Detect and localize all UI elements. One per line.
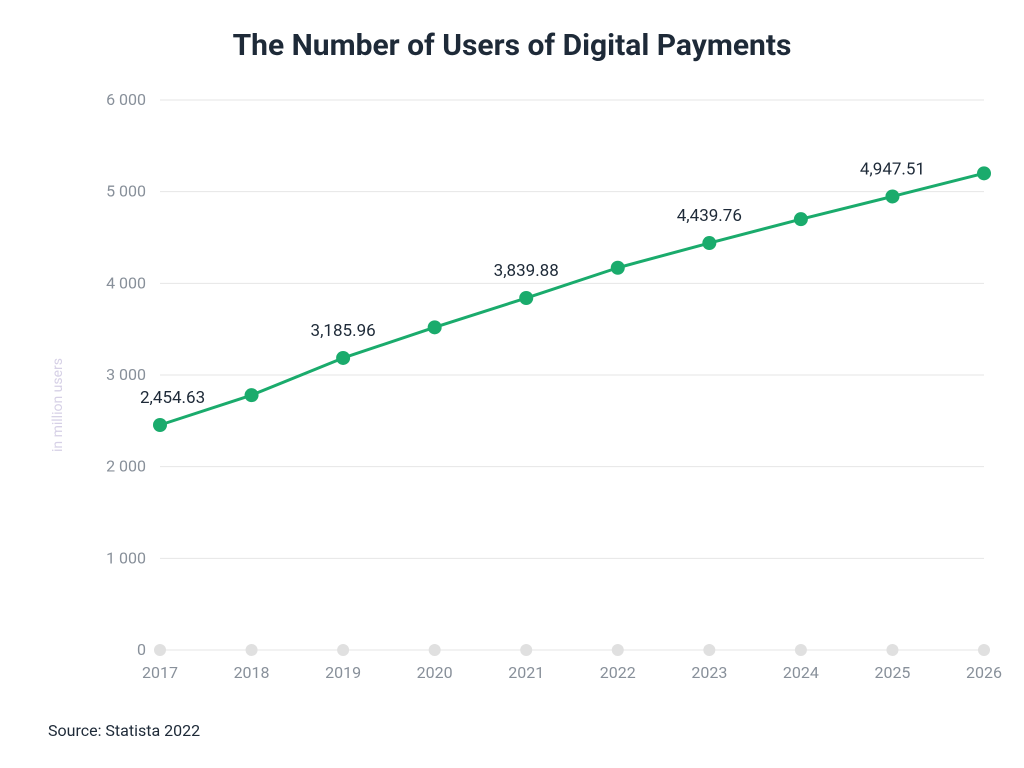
y-tick-label: 4 000 <box>106 273 146 292</box>
x-axis-marker <box>703 644 715 656</box>
source-text: Source: Statista 2022 <box>48 721 200 740</box>
y-tick-label: 3 000 <box>106 365 146 384</box>
x-axis-marker <box>795 644 807 656</box>
data-point <box>519 291 533 305</box>
data-label: 3,185.96 <box>311 321 376 341</box>
x-tick-label: 2018 <box>234 663 270 682</box>
x-axis-marker <box>337 644 349 656</box>
x-tick-label: 2017 <box>142 663 178 682</box>
y-tick-label: 2 000 <box>106 457 146 476</box>
x-tick-label: 2020 <box>417 663 453 682</box>
x-tick-label: 2019 <box>325 663 361 682</box>
chart-container: The Number of Users of Digital Payments … <box>0 0 1024 768</box>
data-point <box>336 351 350 365</box>
x-axis-marker <box>612 644 624 656</box>
data-point <box>702 236 716 250</box>
data-label: 2,454.63 <box>140 388 205 408</box>
data-point <box>977 166 991 180</box>
data-point <box>245 388 259 402</box>
data-point <box>794 212 808 226</box>
series-line <box>160 173 984 425</box>
x-tick-label: 2022 <box>600 663 636 682</box>
data-label: 4,947.51 <box>860 159 925 179</box>
y-tick-label: 6 000 <box>106 90 146 109</box>
x-tick-label: 2021 <box>508 663 544 682</box>
data-point <box>611 261 625 275</box>
x-axis-marker <box>246 644 258 656</box>
y-tick-label: 1 000 <box>106 548 146 567</box>
x-tick-label: 2026 <box>966 663 1002 682</box>
x-axis-marker <box>886 644 898 656</box>
x-tick-label: 2025 <box>874 663 910 682</box>
x-axis-marker <box>520 644 532 656</box>
y-tick-label: 5 000 <box>106 182 146 201</box>
x-tick-label: 2024 <box>783 663 819 682</box>
data-point <box>153 418 167 432</box>
data-point <box>885 189 899 203</box>
x-axis-marker <box>429 644 441 656</box>
x-axis-marker <box>154 644 166 656</box>
line-chart: 0 1 000 2 000 3 000 4 000 5 000 6 000 2017 2018 2… <box>0 0 1024 768</box>
x-tick-label: 2023 <box>691 663 727 682</box>
y-tick-label: 0 <box>137 640 146 659</box>
x-axis-marker <box>978 644 990 656</box>
data-point <box>428 320 442 334</box>
y-axis-label: in million users <box>50 358 66 452</box>
data-label: 4,439.76 <box>677 206 742 226</box>
data-label: 3,839.88 <box>494 261 559 281</box>
